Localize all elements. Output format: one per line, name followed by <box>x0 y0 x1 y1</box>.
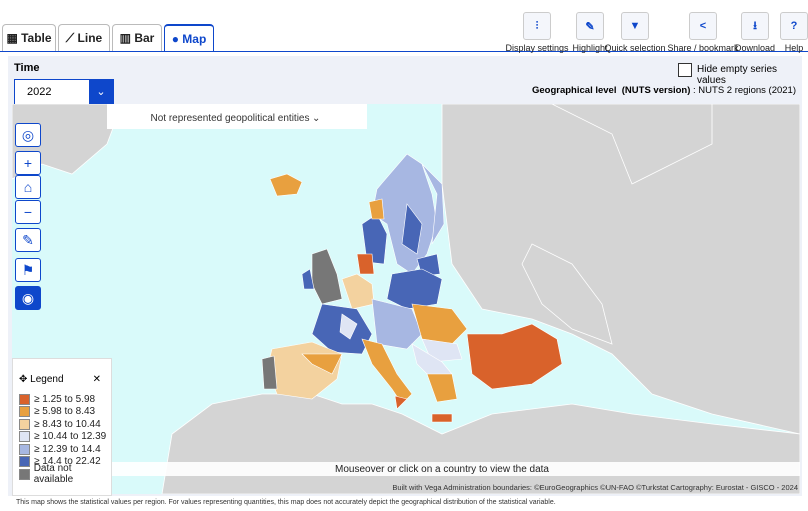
legend-swatch <box>19 468 30 480</box>
dropdown-bg <box>107 104 367 129</box>
label: Highlight <box>572 43 608 53</box>
not-represented-dropdown[interactable]: Not represented geopolitical entities <box>151 113 310 124</box>
label: Quick selection <box>604 43 666 53</box>
legend-item: ≥ 5.98 to 8.43 <box>19 406 111 419</box>
legend-item: ≥ 1.25 to 5.98 <box>19 393 111 406</box>
time-select[interactable]: 2022 ⌄ <box>14 79 114 105</box>
legend-item: ≥ 8.43 to 10.44 <box>19 418 111 431</box>
geo-level: Geographical level (NUTS version) : NUTS… <box>532 85 796 96</box>
tab-bar[interactable]: ▥ Bar <box>112 24 162 51</box>
geo-value: : NUTS 2 regions (2021) <box>693 85 796 96</box>
legend-close[interactable]: ✕ <box>92 374 101 385</box>
tab-line[interactable]: ⟋ Line <box>58 24 110 51</box>
legend-label: ≥ 8.43 to 10.44 <box>34 418 101 430</box>
map-hint: Mouseover or click on a country to view … <box>335 464 549 475</box>
quick-selection-btn[interactable]: ▼ Quick selection <box>595 12 675 53</box>
select-arrow: ⌄ <box>89 80 113 104</box>
zoom-in-btn[interactable]: + <box>15 151 41 175</box>
legend-swatch <box>19 456 30 468</box>
time-value: 2022 <box>27 86 52 98</box>
label: Display settings <box>505 43 569 53</box>
footnote: This map shows the statistical values pe… <box>16 499 556 506</box>
highlight-map-btn[interactable]: ✎ <box>15 228 41 252</box>
tab-label: Map <box>182 32 207 46</box>
time-label: Time <box>14 62 40 74</box>
legend-swatch <box>19 393 30 405</box>
legend-title: Legend <box>30 374 64 385</box>
flag-btn[interactable]: ⚑ <box>15 258 41 282</box>
legend-swatch <box>19 418 30 430</box>
legend-item: ≥ 14.4 to 22.42 <box>19 456 111 469</box>
label: Share / bookmark <box>667 43 739 53</box>
share-btn[interactable]: < Share / bookmark <box>663 12 743 53</box>
legend-item: Data not available <box>19 463 111 485</box>
regions <box>261 153 563 423</box>
dropdown-chevron: ⌄ <box>312 113 320 124</box>
download-btn[interactable]: ⭳ Download <box>715 12 795 53</box>
legend-items: ≥ 1.25 to 5.98 ≥ 5.98 to 8.43 ≥ 8.43 to 10… <box>13 393 111 485</box>
help-btn[interactable]: ? Help <box>754 12 808 53</box>
legend-swatch <box>19 431 30 443</box>
checkbox-label: Hide empty series values <box>697 64 778 86</box>
legend-label: ≥ 10.44 to 12.39 <box>34 431 107 443</box>
legend-label: Data not available <box>33 463 74 486</box>
tab-map[interactable]: ● Map <box>164 24 214 52</box>
legend-swatch <box>19 443 30 455</box>
legend-label: ≥ 14.4 to 22.42 <box>34 456 101 468</box>
zoom-out-btn[interactable]: − <box>15 200 41 224</box>
geo-version: (NUTS version) <box>621 85 691 96</box>
legend: ✥ Legend ✕ ≥ 1.25 to 5.98 ≥ 5.98 to 8.43 ≥ … <box>12 358 112 496</box>
checkbox[interactable] <box>678 63 692 77</box>
legend-label: ≥ 1.25 to 5.98 <box>34 393 96 405</box>
tab-label: Line <box>77 31 103 45</box>
legend-header: ✥ Legend ✕ <box>19 374 101 385</box>
geo-label: Geographical level <box>532 85 617 96</box>
credits: Built with Vega Administration boundarie… <box>392 483 798 492</box>
tab-table[interactable]: ▦ Table <box>2 24 56 51</box>
legend-swatch <box>19 406 30 418</box>
display-settings-btn[interactable]: ⫶ Display settings <box>497 12 577 53</box>
legend-item: ≥ 12.39 to 14.4 <box>19 443 111 456</box>
palette-btn[interactable]: ◉ <box>15 286 41 310</box>
tab-label: Table <box>21 31 52 45</box>
label: Download <box>734 43 776 53</box>
hint-bg <box>112 462 800 476</box>
home-btn[interactable]: ⌂ <box>15 175 41 199</box>
legend-item: ≥ 10.44 to 12.39 <box>19 431 111 444</box>
tab-underline <box>0 51 808 52</box>
highlight-btn[interactable]: ✎ Highlight <box>550 12 630 53</box>
map[interactable]: Not represented geopolitical entities ⌄ … <box>12 104 800 494</box>
globe-btn[interactable]: ◎ <box>15 123 41 147</box>
legend-label: ≥ 12.39 to 14.4 <box>34 443 101 455</box>
label: Help <box>784 43 804 53</box>
legend-label: ≥ 5.98 to 8.43 <box>34 406 96 418</box>
tab-label: Bar <box>134 31 155 45</box>
